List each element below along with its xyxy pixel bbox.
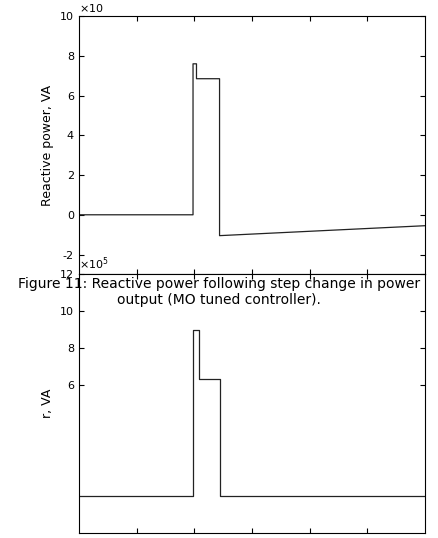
Y-axis label: r, VA: r, VA xyxy=(41,389,54,418)
Text: $\times10^5$: $\times10^5$ xyxy=(79,255,109,272)
X-axis label: time, s: time, s xyxy=(230,295,273,308)
Y-axis label: Reactive power, VA: Reactive power, VA xyxy=(42,84,54,206)
Text: Figure 11: Reactive power following step change in power
output (MO tuned contro: Figure 11: Reactive power following step… xyxy=(18,277,420,307)
Text: $\times10$: $\times10$ xyxy=(79,2,103,13)
